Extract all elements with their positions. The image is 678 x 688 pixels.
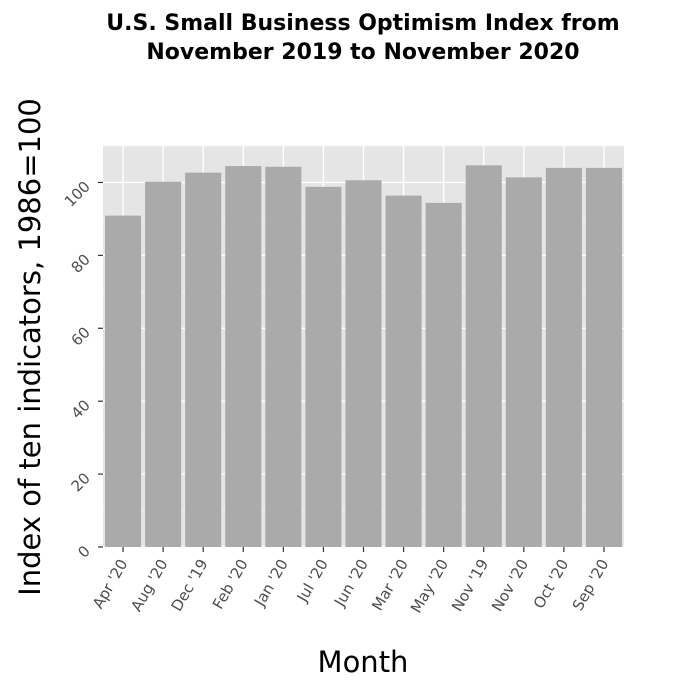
x-tick-label: Mar '20	[368, 556, 412, 614]
x-tick-label: Sep '20	[569, 556, 613, 614]
x-tick-label: Nov '20	[488, 556, 532, 615]
y-axis-title: Index of ten indicators, 1986=100	[13, 98, 47, 596]
x-tick-label: Jul '20	[293, 556, 332, 606]
x-tick-label: Jun '20	[330, 556, 372, 610]
bar	[345, 180, 382, 547]
bar	[505, 177, 542, 548]
x-tick-label: Aug '20	[127, 556, 171, 615]
bar	[225, 166, 262, 548]
x-tick-label: Apr '20	[89, 556, 132, 612]
y-tick-label: 60	[68, 323, 94, 349]
bars	[105, 165, 622, 548]
x-axis-title: Month	[318, 645, 409, 679]
x-tick-label: Feb '20	[209, 556, 252, 612]
bar	[545, 167, 582, 547]
bar	[145, 181, 182, 547]
x-tick-label: Dec '19	[168, 556, 212, 614]
bar	[265, 166, 302, 547]
y-tick-label: 0	[74, 542, 93, 561]
x-tick-label: Oct '20	[530, 556, 573, 612]
x-tick-label: Jan '20	[250, 556, 292, 610]
bar	[425, 202, 462, 548]
y-tick-label: 100	[61, 178, 94, 211]
y-axis: 0 20 40 60 80 100	[61, 178, 103, 562]
bar	[585, 167, 622, 547]
x-tick-label: Nov '19	[448, 556, 492, 615]
y-tick-label: 80	[68, 250, 94, 276]
chart-title-line-1: U.S. Small Business Optimism Index from	[106, 11, 619, 36]
y-tick-label: 20	[68, 469, 94, 495]
bar	[305, 186, 342, 547]
x-tick-label: May '20	[407, 556, 452, 616]
bar	[185, 172, 222, 547]
bar	[105, 215, 142, 548]
chart-title-line-2: November 2019 to November 2020	[146, 40, 579, 65]
bar	[465, 165, 502, 547]
bar	[385, 195, 422, 547]
y-tick-label: 40	[68, 396, 94, 422]
